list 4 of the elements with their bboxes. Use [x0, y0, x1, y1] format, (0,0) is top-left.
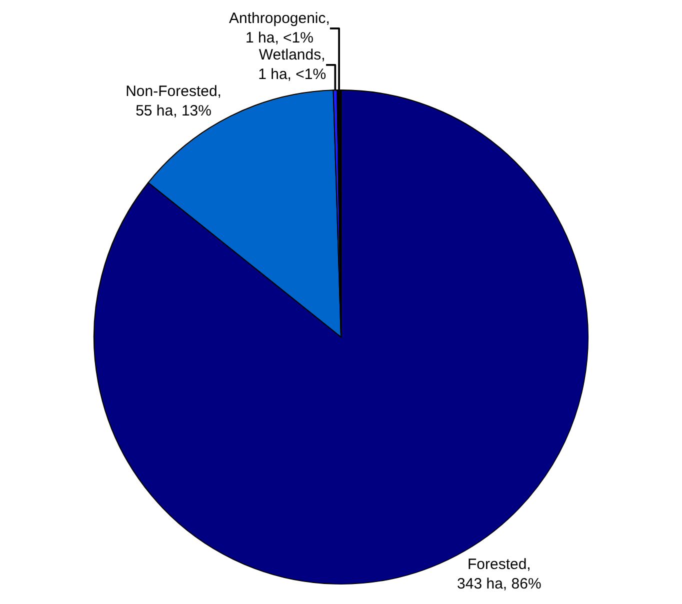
slice-label: Non-Forested, 55 ha, 13%	[126, 83, 222, 120]
slice-label: Anthropogenic, 1 ha, <1%	[229, 10, 330, 47]
slice-label: Forested, 343 ha, 86%	[457, 556, 542, 593]
slice-label: Wetlands, 1 ha, <1%	[258, 46, 326, 84]
